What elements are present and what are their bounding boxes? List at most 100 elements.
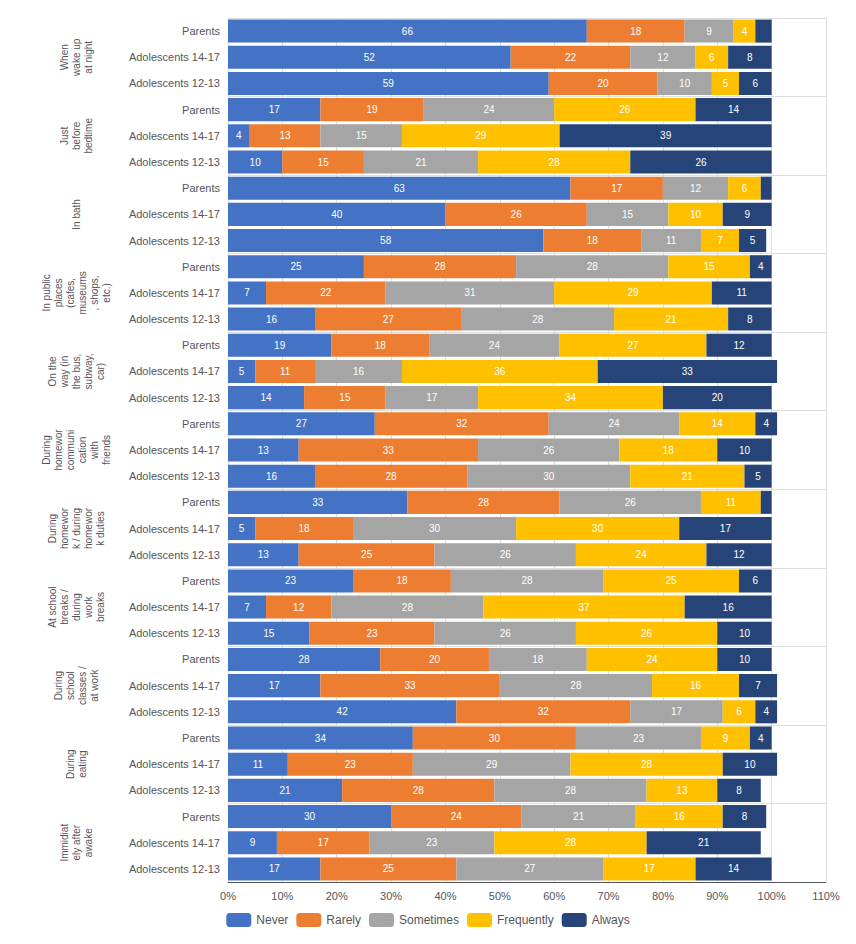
svg-text:Adolescents 14-17: Adolescents 14-17 <box>129 208 220 220</box>
svg-text:homewor: homewor <box>83 507 94 549</box>
svg-text:When: When <box>59 44 70 70</box>
svg-text:34: 34 <box>565 392 577 403</box>
svg-text:the bus,: the bus, <box>71 354 82 390</box>
svg-text:17: 17 <box>318 837 330 848</box>
svg-text:11: 11 <box>737 287 748 298</box>
svg-text:28: 28 <box>532 314 544 325</box>
svg-text:39: 39 <box>660 130 672 141</box>
svg-text:29: 29 <box>627 287 639 298</box>
svg-text:7: 7 <box>244 287 250 298</box>
svg-text:Adolescents 14-17: Adolescents 14-17 <box>129 601 220 613</box>
svg-text:17: 17 <box>426 392 438 403</box>
svg-text:Adolescents 14-17: Adolescents 14-17 <box>129 758 220 770</box>
svg-text:Parents: Parents <box>182 732 220 744</box>
svg-text:18: 18 <box>630 26 642 37</box>
svg-text:13: 13 <box>258 549 270 560</box>
svg-text:15: 15 <box>318 157 330 168</box>
svg-text:Adolescents 14-17: Adolescents 14-17 <box>129 365 220 377</box>
svg-text:Parents: Parents <box>182 25 220 37</box>
svg-text:90%: 90% <box>706 890 728 902</box>
svg-text:Parents: Parents <box>182 182 220 194</box>
svg-text:ely after: ely after <box>71 824 82 860</box>
svg-text:Adolescents 12-13: Adolescents 12-13 <box>129 784 220 796</box>
svg-text:19: 19 <box>274 340 286 351</box>
svg-text:11: 11 <box>253 759 264 770</box>
svg-text:24: 24 <box>636 549 648 560</box>
svg-text:bedtime: bedtime <box>83 118 94 154</box>
svg-text:25: 25 <box>290 261 302 272</box>
svg-text:30: 30 <box>429 523 441 534</box>
svg-text:0%: 0% <box>220 890 236 902</box>
svg-text:Frequently: Frequently <box>497 913 554 927</box>
svg-text:16: 16 <box>353 366 365 377</box>
svg-text:17: 17 <box>720 523 732 534</box>
svg-text:28: 28 <box>549 157 561 168</box>
svg-text:27: 27 <box>627 340 639 351</box>
svg-text:36: 36 <box>494 366 506 377</box>
svg-text:26: 26 <box>625 497 637 508</box>
svg-text:(cafes,: (cafes, <box>65 278 76 308</box>
svg-text:Adolescents 14-17: Adolescents 14-17 <box>129 680 220 692</box>
svg-text:17: 17 <box>611 183 623 194</box>
svg-text:26: 26 <box>500 628 512 639</box>
svg-text:29: 29 <box>486 759 498 770</box>
svg-text:museums: museums <box>77 271 88 314</box>
svg-text:Parents: Parents <box>182 575 220 587</box>
svg-text:14: 14 <box>260 392 272 403</box>
svg-text:Adolescents 12-13: Adolescents 12-13 <box>129 863 220 875</box>
svg-text:17: 17 <box>671 706 683 717</box>
svg-text:Adolescents 14-17: Adolescents 14-17 <box>129 523 220 535</box>
svg-text:During: During <box>41 435 52 464</box>
svg-text:21: 21 <box>573 811 585 822</box>
svg-text:28: 28 <box>565 837 577 848</box>
svg-text:26: 26 <box>619 104 631 115</box>
svg-text:12: 12 <box>293 602 305 613</box>
svg-text:friends: friends <box>101 435 112 465</box>
svg-text:6: 6 <box>753 78 759 89</box>
svg-text:26: 26 <box>641 628 653 639</box>
svg-text:52: 52 <box>364 52 376 63</box>
svg-text:30: 30 <box>592 523 604 534</box>
svg-text:with: with <box>89 441 100 460</box>
svg-text:66: 66 <box>402 26 414 37</box>
svg-text:21: 21 <box>682 471 694 482</box>
svg-text:18: 18 <box>587 235 599 246</box>
svg-text:22: 22 <box>320 287 332 298</box>
svg-text:100%: 100% <box>758 890 786 902</box>
svg-text:29: 29 <box>475 130 487 141</box>
svg-text:5: 5 <box>723 78 729 89</box>
svg-text:18: 18 <box>663 445 675 456</box>
svg-text:110%: 110% <box>812 890 840 902</box>
svg-text:On the: On the <box>47 356 58 386</box>
svg-text:27: 27 <box>383 314 395 325</box>
svg-text:16: 16 <box>266 471 278 482</box>
svg-text:7: 7 <box>244 602 250 613</box>
svg-text:28: 28 <box>587 261 599 272</box>
svg-text:Rarely: Rarely <box>326 913 361 927</box>
svg-text:At school: At school <box>47 587 58 628</box>
svg-text:24: 24 <box>489 340 501 351</box>
svg-text:12: 12 <box>733 549 745 560</box>
svg-text:26: 26 <box>511 209 523 220</box>
svg-text:18: 18 <box>396 575 408 586</box>
svg-text:classes /: classes / <box>77 666 88 705</box>
svg-text:communi: communi <box>65 430 76 471</box>
svg-text:70%: 70% <box>598 890 620 902</box>
svg-text:28: 28 <box>570 680 582 691</box>
svg-text:25: 25 <box>383 863 395 874</box>
svg-text:4: 4 <box>758 261 764 272</box>
svg-text:9: 9 <box>723 733 729 744</box>
svg-text:18: 18 <box>532 654 544 665</box>
svg-text:wake up: wake up <box>71 38 82 77</box>
svg-text:Just: Just <box>59 126 70 145</box>
svg-text:During: During <box>53 671 64 700</box>
svg-text:13: 13 <box>280 130 292 141</box>
svg-text:32: 32 <box>538 706 550 717</box>
svg-text:6: 6 <box>742 183 748 194</box>
svg-text:25: 25 <box>361 549 373 560</box>
svg-text:23: 23 <box>285 575 297 586</box>
svg-text:30: 30 <box>489 733 501 744</box>
svg-text:Adolescents 12-13: Adolescents 12-13 <box>129 470 220 482</box>
svg-text:9: 9 <box>706 26 712 37</box>
svg-text:16: 16 <box>723 602 735 613</box>
